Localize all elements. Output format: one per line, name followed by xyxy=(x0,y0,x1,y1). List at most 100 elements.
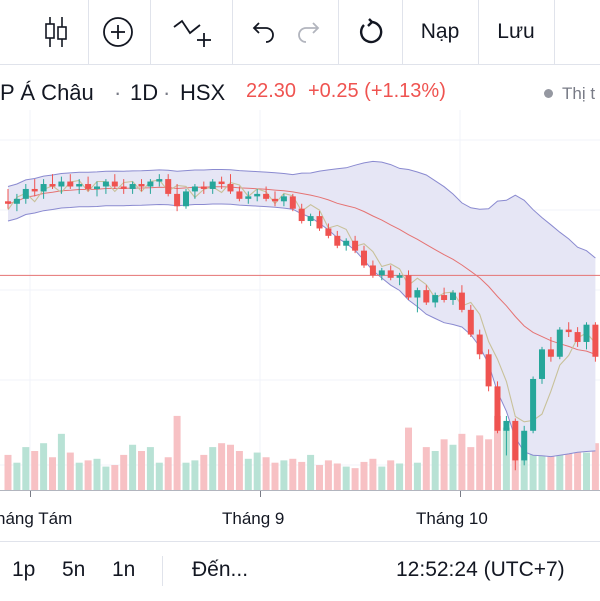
candle-body xyxy=(405,275,412,298)
candle-body xyxy=(432,295,439,303)
volume-bar xyxy=(244,458,252,490)
volume-bar xyxy=(316,465,323,490)
volume-bar xyxy=(351,468,359,490)
legend-dot: · xyxy=(114,80,122,105)
volume-bar xyxy=(129,444,137,490)
candle-series xyxy=(5,174,599,471)
price-change: +0.25 (+1.13%) xyxy=(308,80,446,102)
volume-bar xyxy=(182,462,190,490)
interval-label[interactable]: 1D xyxy=(130,80,159,105)
volume-bar xyxy=(387,460,395,490)
candle-body xyxy=(547,349,554,357)
volume-bar xyxy=(120,454,128,490)
toolbar-divider xyxy=(150,0,151,64)
load-layout-button[interactable]: Nạp xyxy=(404,8,476,56)
time-axis-tick xyxy=(260,491,261,497)
load-layout-label: Nạp xyxy=(420,20,460,43)
volume-bar xyxy=(218,443,226,490)
save-layout-button[interactable]: Lưu xyxy=(480,8,552,56)
range-1n-button[interactable]: 1n xyxy=(112,558,136,581)
indicators-button[interactable] xyxy=(160,8,224,56)
redo-icon xyxy=(298,22,320,43)
price-chart[interactable] xyxy=(0,110,600,490)
volume-bar xyxy=(31,451,39,490)
market-status-label: Thị t xyxy=(562,84,596,103)
candle-body xyxy=(138,184,145,187)
volume-bar xyxy=(342,466,350,490)
symbol-name[interactable]: P Á Châu xyxy=(0,80,94,105)
toolbar-divider xyxy=(554,0,555,64)
goto-date-button[interactable]: Đến... xyxy=(192,558,249,581)
candle-body xyxy=(583,324,590,342)
volume-bar xyxy=(75,462,83,490)
plus-circle-icon xyxy=(103,17,133,47)
candle-body xyxy=(361,250,367,266)
candle-body xyxy=(343,240,350,246)
candle-body xyxy=(450,292,456,300)
candle-body xyxy=(521,430,528,461)
candle-body xyxy=(485,354,492,387)
volume-bar xyxy=(369,458,377,490)
toolbar-divider xyxy=(402,0,403,64)
candle-body xyxy=(494,386,501,431)
volume-bar xyxy=(307,454,315,490)
volume-bar xyxy=(440,439,448,490)
volume-bar xyxy=(449,444,457,490)
bottom-divider xyxy=(162,556,163,586)
legend-dot: · xyxy=(163,80,171,105)
candle-body xyxy=(94,186,100,189)
time-axis-tick xyxy=(460,491,461,497)
candle-body xyxy=(298,208,305,222)
candle-body xyxy=(441,295,448,300)
candle-body xyxy=(352,240,359,251)
candle-body xyxy=(369,265,376,276)
time-axis-label: háng Tám xyxy=(0,509,73,528)
candle-body xyxy=(263,193,270,199)
range-1p-button[interactable]: 1p xyxy=(12,558,36,581)
volume-bar xyxy=(467,447,475,490)
candle-body xyxy=(67,181,74,187)
bollinger-upper-line xyxy=(7,160,596,259)
bollinger-band xyxy=(8,161,596,457)
volume-bar xyxy=(4,454,12,490)
volume-bars xyxy=(4,415,599,490)
toolbar-divider xyxy=(232,0,233,64)
volume-bar xyxy=(476,435,484,490)
market-status-dot xyxy=(544,89,553,98)
reset-chart-button[interactable] xyxy=(340,8,400,56)
volume-bar xyxy=(164,457,172,490)
volume-bar xyxy=(138,451,145,490)
candle-body xyxy=(40,184,47,192)
candle-body xyxy=(147,181,154,187)
volume-bar xyxy=(191,460,199,490)
undo-icon xyxy=(252,22,274,43)
candle-body xyxy=(565,329,572,333)
volume-bar xyxy=(200,454,208,490)
time-axis[interactable]: háng Tám Tháng 9 Tháng 10 xyxy=(0,490,600,541)
chart-type-button[interactable] xyxy=(24,8,88,56)
volume-bar xyxy=(155,462,163,490)
volume-bar xyxy=(360,461,368,490)
volume-bar xyxy=(324,460,332,490)
candle-body xyxy=(156,179,163,182)
volume-bar xyxy=(485,439,493,490)
candle-body xyxy=(58,181,65,187)
redo-button[interactable] xyxy=(288,8,332,56)
volume-bar xyxy=(13,462,21,490)
candle-body xyxy=(592,324,599,357)
candle-body xyxy=(236,191,243,199)
time-axis-tick xyxy=(30,491,31,497)
candle-body xyxy=(245,196,252,199)
volume-bar xyxy=(253,452,261,490)
clock-timezone[interactable]: 12:52:24 (UTC+7) xyxy=(396,558,565,581)
candle-body xyxy=(316,216,323,229)
volume-bar xyxy=(93,458,101,490)
volume-bar xyxy=(84,460,92,490)
compare-add-button[interactable] xyxy=(88,8,148,56)
undo-button[interactable] xyxy=(240,8,284,56)
candle-body xyxy=(512,420,519,461)
toolbar-divider xyxy=(338,0,339,64)
range-5n-button[interactable]: 5n xyxy=(62,558,86,581)
volume-bar xyxy=(591,443,599,490)
volume-bar xyxy=(494,415,501,490)
